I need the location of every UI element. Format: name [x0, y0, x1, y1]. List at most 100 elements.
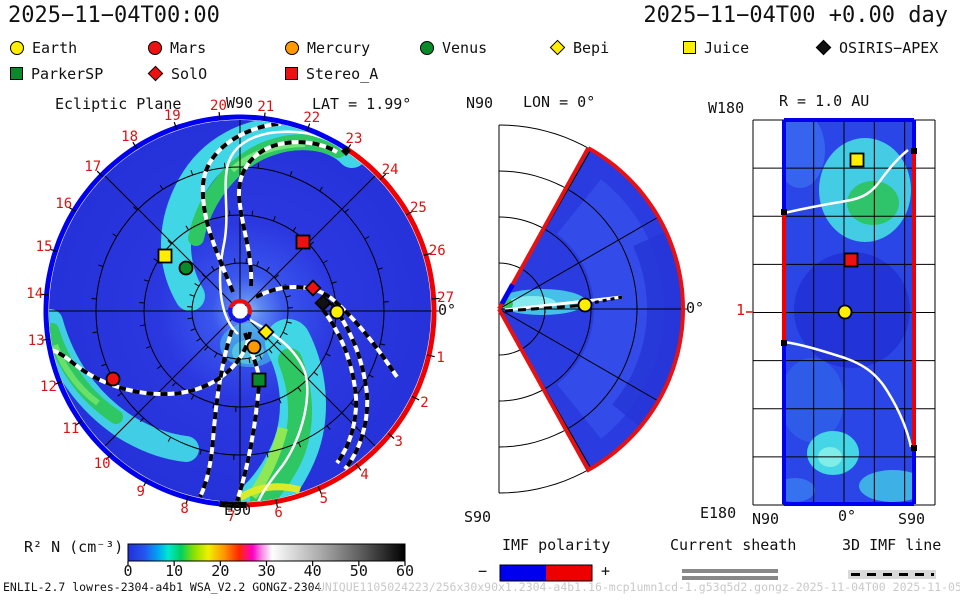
day-label-21: 21	[257, 98, 275, 115]
meridional-s90-label: S90	[464, 508, 492, 526]
map-sheath-lines	[784, 149, 913, 448]
colorbar-label: R² N (cm⁻³)	[24, 538, 124, 556]
imf-polarity-title: IMF polarity	[502, 536, 611, 554]
current-sheath-title: Current sheath	[670, 536, 797, 554]
meridional-title: LON = 0°	[523, 93, 596, 111]
radial-lon0-label: 0°	[838, 507, 857, 525]
day-tick	[306, 123, 311, 132]
ecliptic-title: Ecliptic Plane	[55, 95, 182, 113]
legend-item-parkersp: ParkerSP	[10, 64, 104, 83]
day-tick	[275, 499, 279, 508]
radial-s90-label: S90	[898, 510, 926, 528]
legend-item-stereo-a: Stereo_A	[285, 65, 378, 83]
marker-juice	[849, 152, 865, 168]
marker-solo	[304, 279, 322, 297]
legend-label: Mercury	[307, 38, 371, 57]
day-tick	[42, 338, 51, 341]
radial-title: R = 1.0 AU	[779, 92, 870, 110]
day-tick	[355, 463, 362, 471]
day-label-24: 24	[381, 161, 399, 178]
imf-minus-label: −	[478, 562, 488, 580]
day-tick	[405, 210, 414, 216]
marker-mercury	[246, 339, 262, 355]
day-tick	[317, 486, 322, 494]
ecliptic-w90-label: W90	[226, 94, 254, 112]
day-label-15: 15	[35, 239, 53, 256]
legend-item-solo: SolO	[147, 64, 208, 83]
meridional-plot	[497, 124, 688, 494]
day-tick	[49, 248, 58, 253]
marker-stereo-a	[843, 252, 859, 268]
meridional-n90-label: N90	[466, 94, 494, 112]
colorbar-tick-50: 50	[349, 562, 368, 580]
day-label-27: 27	[437, 290, 455, 307]
day-label-1: 1	[436, 350, 445, 367]
day-tick	[53, 381, 62, 386]
day-label-16: 16	[55, 196, 73, 213]
marker-bepi	[257, 323, 275, 341]
day-label-22: 22	[303, 109, 321, 126]
diamond-icon	[815, 39, 832, 56]
marker-stereo-a	[295, 234, 311, 250]
day-label-3: 3	[394, 434, 403, 451]
marker-earth	[837, 304, 853, 320]
imf-polarity-legend-graphic	[499, 564, 593, 582]
day-label-18: 18	[121, 129, 139, 146]
forecast-title: 2025−11−04T00 +0.00 day	[643, 3, 948, 28]
ecliptic-markers	[105, 234, 345, 388]
day-label-6: 6	[274, 505, 283, 522]
diamond-icon	[147, 65, 164, 82]
day-label-20: 20	[210, 98, 227, 115]
legend-item-venus: Venus	[420, 39, 487, 57]
day-tick	[426, 354, 435, 358]
legend-label: Mars	[170, 38, 207, 57]
marker-venus	[178, 260, 194, 276]
legend-label: SolO	[171, 64, 208, 83]
day-label-13: 13	[27, 333, 45, 350]
legend-label: Bepi	[573, 38, 610, 57]
marker-juice	[157, 248, 173, 264]
colorbar-tick-30: 30	[257, 562, 276, 580]
square-icon	[10, 67, 23, 80]
day-label-9: 9	[136, 483, 145, 500]
radial-w180-label: W180	[708, 99, 745, 117]
marker-parkersp	[251, 372, 267, 388]
day-tick	[68, 206, 77, 213]
legend-label: OSIRIS−APEX	[839, 38, 939, 57]
day-label-5: 5	[319, 491, 328, 508]
day-label-14: 14	[26, 285, 44, 302]
radial-plot	[746, 118, 936, 506]
day-tick	[431, 297, 440, 300]
day-label-4: 4	[360, 467, 369, 484]
timestamp-title: 2025−11−04T00:00	[8, 3, 220, 28]
day-label-12: 12	[40, 378, 57, 395]
radial-markers	[837, 152, 865, 320]
day-tick	[96, 170, 104, 178]
legend-item-mercury: Mercury	[285, 38, 371, 57]
colorbar-tick-10: 10	[165, 562, 184, 580]
day-label-10: 10	[93, 456, 111, 473]
day-tick	[185, 495, 189, 504]
day-tick	[132, 141, 138, 150]
legend-label: Juice	[704, 38, 750, 57]
day-tick	[173, 121, 178, 130]
legend-label: Earth	[32, 38, 78, 57]
ecliptic-lat-label: LAT = 1.99°	[312, 95, 412, 113]
legend-item-osiris-apex: OSIRIS−APEX	[815, 38, 939, 57]
legend-label: ParkerSP	[31, 64, 104, 83]
current-sheath-lines	[218, 130, 349, 502]
legend-item-juice: Juice	[683, 38, 750, 57]
day-tick	[379, 173, 387, 181]
model-version-text: ENLIL-2.7 lowres-2304-a4b1 WSA_V2.2 GONG…	[3, 580, 322, 594]
day-label-2: 2	[420, 394, 429, 411]
colorbar-tick-20: 20	[211, 562, 230, 580]
day-label-25: 25	[409, 200, 427, 216]
ecliptic-plot	[40, 112, 440, 511]
meridional-lon0-label: 0°	[686, 299, 705, 317]
current-sheath-legend-graphic	[682, 569, 778, 580]
imf-plus-label: +	[601, 562, 611, 580]
day-tick	[411, 395, 420, 401]
circle-icon	[285, 40, 299, 55]
